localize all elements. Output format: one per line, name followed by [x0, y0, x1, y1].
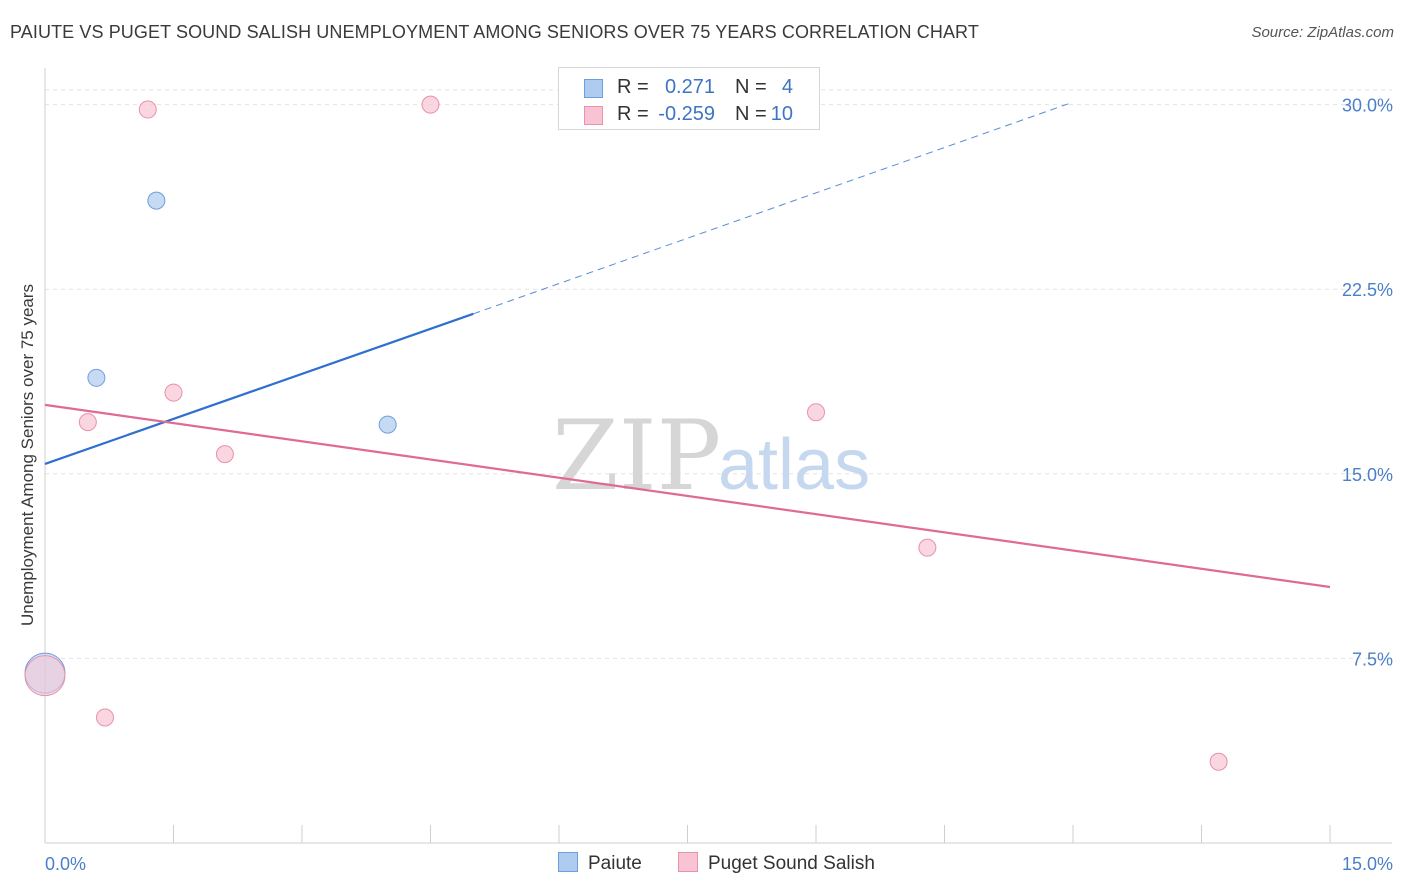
n-label: N = [735, 103, 767, 125]
y-tick-label: 30.0% [1342, 96, 1393, 116]
source-credit: Source: ZipAtlas.com [1251, 24, 1394, 41]
puget-sound-salish-swatch [584, 106, 603, 125]
trend-lines [44, 101, 1331, 589]
watermark-atlas: atlas [718, 425, 870, 505]
legend-label: Paiute [588, 853, 642, 874]
data-point [164, 383, 183, 402]
data-point [24, 655, 66, 697]
data-point [95, 708, 114, 727]
data-point [215, 445, 234, 464]
puget-sound-salish-swatch [678, 852, 698, 872]
legend-row-paiute: R = 0.271 N = 4 [559, 76, 819, 104]
trend-line [44, 312, 474, 465]
y-tick-label: 7.5% [1352, 649, 1393, 669]
data-point [378, 415, 397, 434]
x-tick-label: 15.0% [1342, 854, 1393, 874]
data-point [147, 191, 166, 210]
n-label: N = [735, 76, 767, 98]
r-value: 0.271 [664, 76, 715, 98]
watermark-zip: ZIP [552, 400, 721, 512]
data-point [807, 403, 825, 422]
y-tick-label: 22.5% [1342, 280, 1393, 300]
axes [44, 68, 1392, 844]
gridlines [45, 89, 1392, 659]
paiute-swatch [584, 79, 603, 98]
n-value: 10 [770, 103, 793, 125]
trend-line-extension [473, 101, 1074, 315]
y-tick-label: 15.0% [1342, 465, 1393, 485]
legend-row-puget-sound-salish: R = -0.259 N = 10 [559, 103, 819, 131]
x-tick-label: 0.0% [45, 854, 86, 874]
data-point [78, 413, 97, 432]
n-value: 4 [781, 76, 793, 98]
tick-labels: 7.5% 15.0% 22.5% 30.0% 0.0% 15.0% [45, 96, 1393, 874]
data-point [421, 95, 440, 114]
data-point [918, 538, 937, 557]
trend-line [44, 403, 1331, 589]
legend-item-paiute[interactable]: Paiute [558, 852, 642, 875]
legend-item-puget-sound-salish[interactable]: Puget Sound Salish [678, 852, 875, 875]
legend-label: Puget Sound Salish [708, 853, 875, 874]
r-label: R = [617, 103, 649, 125]
chart-title: PAIUTE VS PUGET SOUND SALISH UNEMPLOYMEN… [10, 22, 979, 42]
r-label: R = [617, 76, 649, 98]
paiute-swatch [558, 852, 578, 872]
data-points [24, 95, 1228, 771]
correlation-legend: R = 0.271 N = 4 R = -0.259 N = 10 [558, 67, 820, 130]
r-value: -0.259 [658, 103, 715, 125]
data-point [1209, 752, 1228, 771]
data-point [138, 100, 157, 119]
data-point [87, 368, 106, 387]
